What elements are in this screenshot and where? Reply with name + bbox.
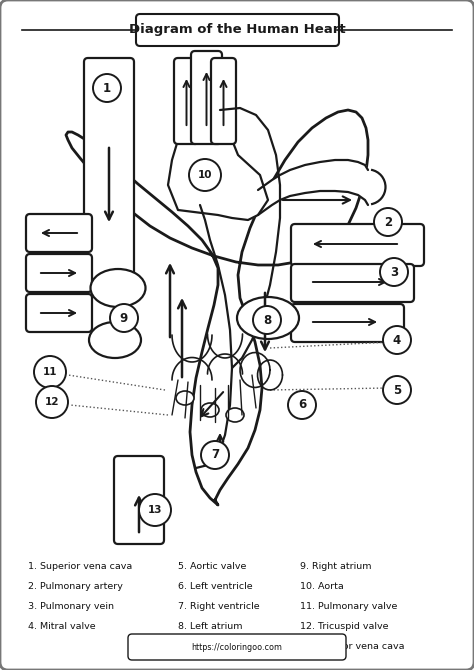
Text: 8: 8	[263, 314, 271, 326]
Text: 8. Left atrium: 8. Left atrium	[178, 622, 243, 631]
FancyBboxPatch shape	[26, 214, 92, 252]
Text: 7. Right ventricle: 7. Right ventricle	[178, 602, 260, 611]
FancyBboxPatch shape	[136, 14, 339, 46]
Ellipse shape	[176, 391, 194, 405]
FancyBboxPatch shape	[191, 51, 222, 144]
Text: 13. Inferior vena cava: 13. Inferior vena cava	[300, 642, 404, 651]
Text: 4: 4	[393, 334, 401, 346]
Text: 5. Aortic valve: 5. Aortic valve	[178, 562, 246, 571]
Circle shape	[139, 494, 171, 526]
Circle shape	[288, 391, 316, 419]
Text: 6: 6	[298, 399, 306, 411]
Ellipse shape	[201, 403, 219, 417]
Text: 5: 5	[393, 383, 401, 397]
FancyBboxPatch shape	[174, 58, 199, 144]
FancyBboxPatch shape	[128, 634, 346, 660]
Text: 12: 12	[45, 397, 59, 407]
Text: Diagram of the Human Heart: Diagram of the Human Heart	[128, 23, 346, 36]
Text: 6. Left ventricle: 6. Left ventricle	[178, 582, 253, 591]
Text: 1: 1	[103, 82, 111, 94]
Text: 10: 10	[198, 170, 212, 180]
Circle shape	[374, 208, 402, 236]
Text: 12. Tricuspid valve: 12. Tricuspid valve	[300, 622, 389, 631]
Circle shape	[36, 386, 68, 418]
Circle shape	[34, 356, 66, 388]
Text: 7: 7	[211, 448, 219, 462]
Text: 4. Mitral valve: 4. Mitral valve	[28, 622, 96, 631]
Polygon shape	[168, 140, 268, 220]
Circle shape	[380, 258, 408, 286]
Ellipse shape	[237, 297, 299, 339]
Text: 2: 2	[384, 216, 392, 228]
FancyBboxPatch shape	[291, 264, 414, 302]
FancyBboxPatch shape	[84, 58, 134, 289]
Ellipse shape	[91, 269, 146, 307]
Text: 13: 13	[148, 505, 162, 515]
Circle shape	[383, 326, 411, 354]
Text: 3. Pulmonary vein: 3. Pulmonary vein	[28, 602, 114, 611]
Circle shape	[189, 159, 221, 191]
FancyBboxPatch shape	[114, 456, 164, 544]
Text: https://coloringoo.com: https://coloringoo.com	[191, 643, 283, 651]
Text: 9. Right atrium: 9. Right atrium	[300, 562, 372, 571]
Ellipse shape	[89, 322, 141, 358]
Circle shape	[110, 304, 138, 332]
Text: 3: 3	[390, 265, 398, 279]
Ellipse shape	[226, 408, 244, 422]
Circle shape	[383, 376, 411, 404]
FancyBboxPatch shape	[26, 294, 92, 332]
Text: 1. Superior vena cava: 1. Superior vena cava	[28, 562, 132, 571]
Polygon shape	[66, 110, 368, 505]
FancyBboxPatch shape	[211, 58, 236, 144]
FancyBboxPatch shape	[291, 224, 424, 266]
Text: 2. Pulmonary artery: 2. Pulmonary artery	[28, 582, 123, 591]
FancyBboxPatch shape	[291, 304, 404, 342]
Circle shape	[253, 306, 281, 334]
Text: 11: 11	[43, 367, 57, 377]
FancyBboxPatch shape	[26, 254, 92, 292]
Circle shape	[201, 441, 229, 469]
Circle shape	[93, 74, 121, 102]
Text: 10. Aorta: 10. Aorta	[300, 582, 344, 591]
Text: 11. Pulmonary valve: 11. Pulmonary valve	[300, 602, 397, 611]
Text: 9: 9	[120, 312, 128, 324]
